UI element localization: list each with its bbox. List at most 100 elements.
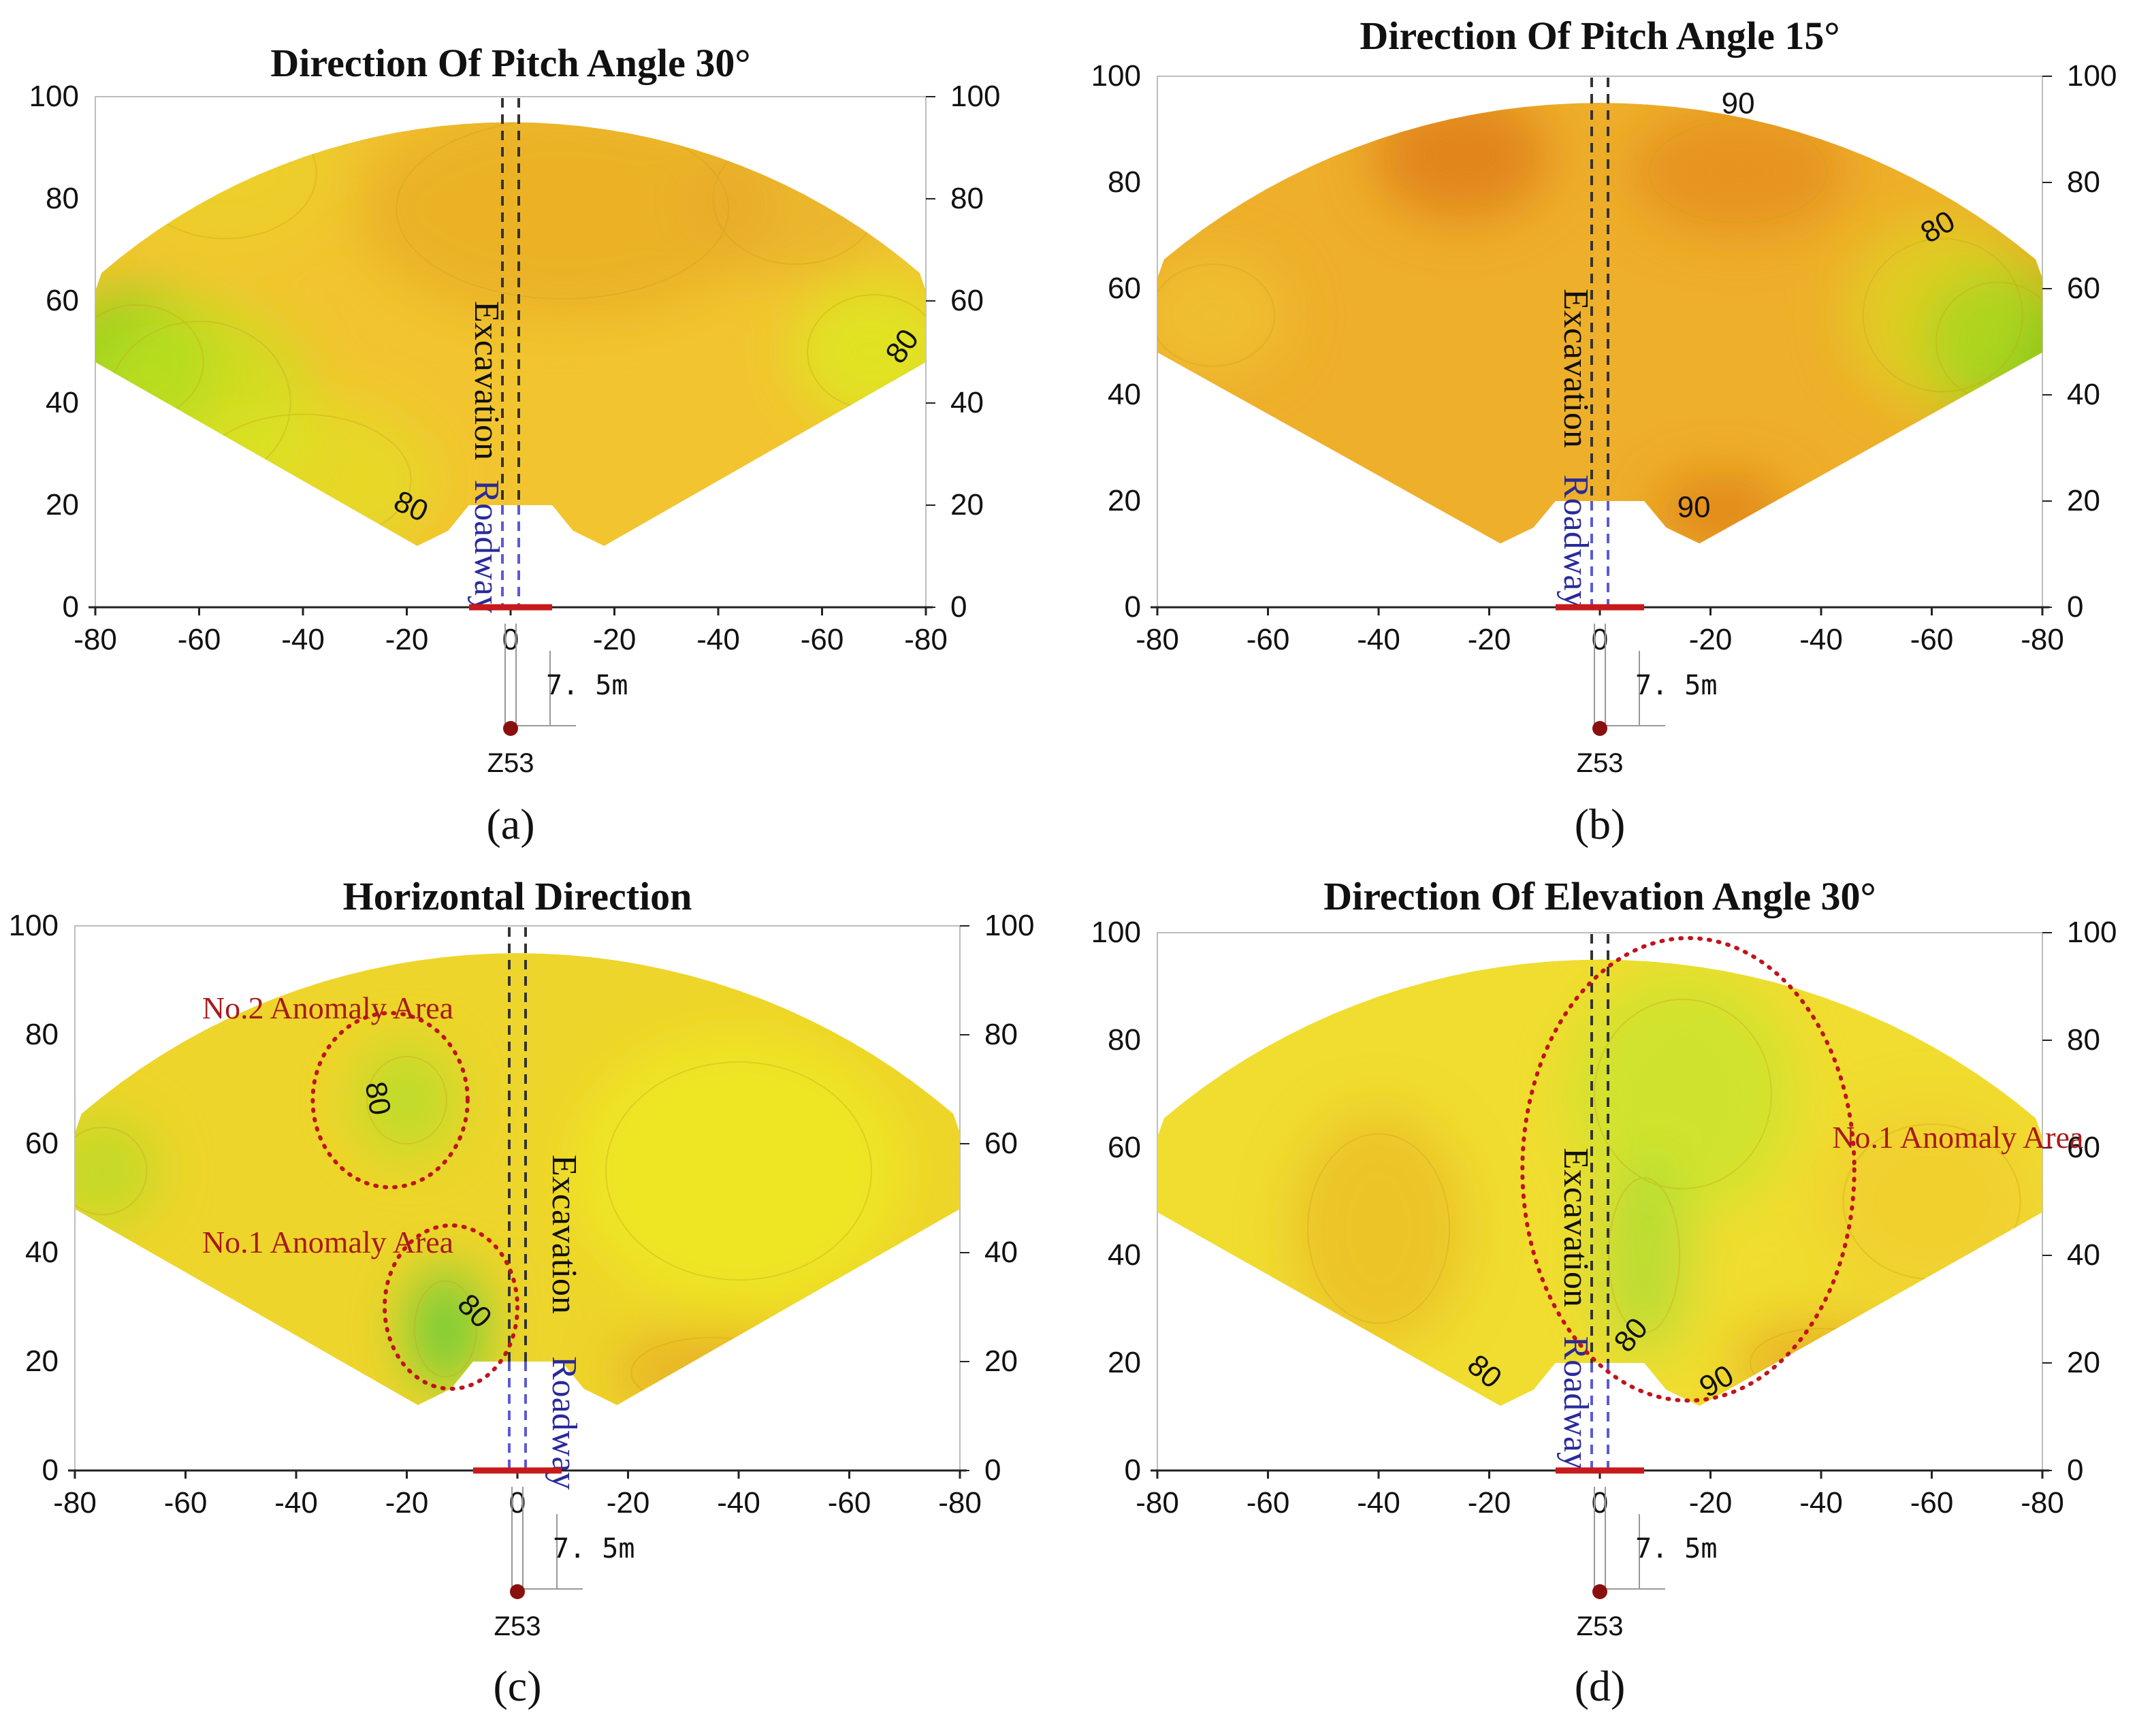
distance-label: 7. 5m [546,670,628,701]
x-tick-label: -60 [1247,623,1290,656]
contour-line [605,1061,872,1281]
heatmap-blob [1843,219,2042,411]
heatmap-blob [357,1046,457,1155]
y-tick-label-right: 100 [984,909,1034,942]
y-tick-label-right: 0 [984,1453,1001,1487]
y-tick-label-right: 80 [950,182,984,215]
z53-label: Z53 [1577,748,1624,778]
chart-panel-2: Direction Of Pitch Angle 15° -80 -60 -40 -20… [1091,14,2117,848]
heatmap-blob [1572,976,1794,1212]
x-tick-label: -20 [1468,1486,1511,1520]
distance-label: 7. 5m [1635,1533,1717,1564]
z53-point [1592,1584,1607,1599]
heatmap-blob [355,122,771,321]
panel-label: (b) [1575,800,1626,848]
contour-line [1649,120,1828,224]
y-tick-label-right: 100 [2067,916,2117,949]
z53-label: Z53 [494,1611,541,1641]
contour-line [413,1280,477,1378]
x-tick-label: -40 [1357,1486,1400,1520]
chart-title: Direction Of Elevation Angle 30° [1323,874,1876,918]
y-tick-label-left: 100 [1091,916,1141,949]
contour-line [1593,998,1772,1190]
roadway-label: Roadway [1556,1336,1595,1470]
y-tick-label-left: 20 [1108,484,1141,517]
x-tick-label: -40 [1799,623,1843,656]
heatmap-blob [1372,103,1550,220]
heatmap-blob [110,122,340,255]
x-tick-label: -60 [1247,1486,1290,1520]
x-tick-label: -60 [828,1486,871,1520]
contour-line [1307,1133,1450,1324]
chart-panel-1: Direction Of Pitch Angle 30° -80 -60 -40 -20… [29,41,1001,848]
x-tick-label: -20 [385,623,429,656]
y-tick-label-right: 40 [2067,378,2100,411]
x-tick-label: -80 [2021,623,2064,656]
z53-point [510,1584,525,1599]
y-tick-label-right: 80 [2067,165,2100,199]
x-tick-label: -20 [1468,623,1511,656]
y-tick-label-right: 20 [2067,1346,2100,1379]
x-tick-label: -40 [696,623,740,656]
x-tick-label: -60 [178,623,221,656]
x-tick-label: -40 [717,1486,760,1520]
panel-label: (c) [493,1662,541,1710]
y-tick-label-right: 20 [950,488,984,521]
y-tick-label-left: 60 [25,1127,59,1160]
heatmap-blob [75,1116,158,1225]
contour-lines [75,1056,872,1405]
heatmap-blob [692,122,900,280]
x-tick-label: -20 [607,1486,650,1520]
y-tick-label-left: 80 [25,1018,59,1051]
y-tick-label-left: 20 [25,1345,59,1378]
anomaly-area-ellipse [383,1223,519,1391]
y-tick-label-right: 60 [2067,272,2100,305]
chart-panel-4: Direction Of Elevation Angle 30° -80 -60 -4… [1091,874,2117,1710]
chart-panel-3: Horizontal Direction -80 -60 -40 -20 0 -20 -40 -… [9,874,1035,1710]
x-tick-label: -60 [801,623,844,656]
z53-label: Z53 [1577,1611,1624,1641]
roadway-label: Roadway [1556,475,1595,608]
x-tick-label: -80 [2021,1486,2064,1520]
y-tick-label-right: 0 [950,590,967,624]
heatmap-blob [1655,475,1788,544]
heatmap-blob [1157,251,1290,379]
panel-label: (d) [1575,1662,1626,1710]
y-tick-label-right: 0 [2067,1453,2083,1487]
distance-label: 7. 5m [1635,670,1717,701]
heatmap-fan [1157,103,2042,544]
y-tick-label-right: 40 [984,1236,1018,1269]
contour-value-label: 80 [359,1079,398,1118]
heatmap-blob [611,1329,811,1405]
x-tick-label: -60 [1910,1486,1954,1520]
y-tick-label-left: 0 [1125,590,1141,624]
x-tick-label: -60 [164,1486,208,1520]
contour-line [396,122,730,300]
heatmap-blob [1627,108,1849,236]
heatmap-blob [1290,1110,1467,1347]
heatmap-blob [573,1035,905,1307]
x-tick-label: -60 [1910,623,1954,656]
y-tick-label-left: 100 [1091,59,1141,93]
x-tick-label: -40 [281,623,325,656]
x-tick-label: -20 [385,1486,429,1520]
y-tick-label-right: 20 [2067,484,2100,517]
y-tick-label-left: 100 [9,909,59,942]
heatmap-blobs [75,1035,905,1405]
y-tick-label-right: 40 [2067,1238,2100,1272]
z53-point [1592,721,1607,736]
x-tick-label: -80 [1136,1486,1179,1520]
contour-line [1862,238,2023,393]
heatmap-blob [406,1269,485,1389]
anomaly-area-label: No.1 Anomaly Area [1832,1120,2083,1155]
x-tick-label: -20 [593,623,637,656]
y-tick-label-right: 0 [2067,590,2083,624]
y-tick-label-right: 100 [2067,59,2117,93]
heatmap-blob [1733,1319,1910,1407]
chart-title: Direction Of Pitch Angle 15° [1360,14,1839,58]
y-tick-label-left: 60 [1108,272,1141,305]
heatmap-blob [1600,1158,1688,1353]
panel-label: (a) [486,800,534,848]
y-tick-label-left: 60 [46,284,79,317]
y-tick-label-left: 100 [29,80,79,113]
